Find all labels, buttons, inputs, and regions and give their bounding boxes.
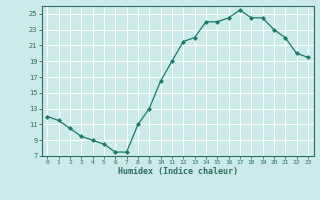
X-axis label: Humidex (Indice chaleur): Humidex (Indice chaleur) — [118, 167, 237, 176]
